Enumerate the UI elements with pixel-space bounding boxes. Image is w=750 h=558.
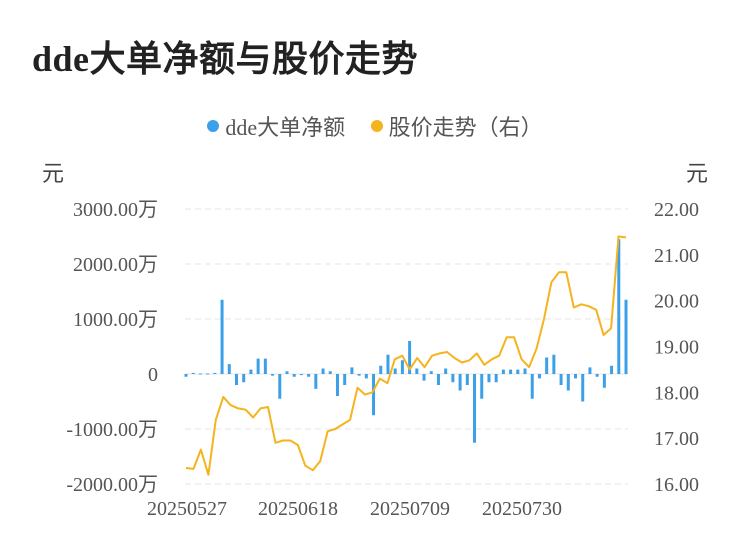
bar [444, 368, 448, 374]
bar [307, 374, 311, 377]
left-axis-unit: 元 [42, 161, 65, 186]
bar [581, 374, 585, 402]
bar [624, 299, 628, 374]
x-tick-label: 20250618 [258, 498, 338, 520]
legend-item-dde[interactable]: dde大单净额 [207, 110, 345, 142]
bar [285, 371, 289, 374]
x-tick-label: 20250709 [370, 498, 450, 520]
y-right-tick-label: 18.00 [654, 382, 699, 404]
y-right-tick-label: 16.00 [654, 474, 699, 496]
y-right-tick-label: 17.00 [654, 428, 699, 450]
bar [321, 368, 325, 374]
bar [480, 374, 484, 399]
bar [299, 374, 303, 376]
legend-dot-price [370, 120, 383, 132]
bar [234, 374, 238, 385]
bar [552, 354, 556, 374]
bar [595, 374, 599, 377]
bar [343, 374, 347, 385]
bar [379, 365, 383, 374]
bar [566, 374, 570, 391]
bar [574, 374, 578, 379]
bar [206, 373, 210, 375]
y-left-tick-label: 1000.00万 [73, 309, 158, 331]
bar [400, 360, 404, 374]
chart-title: dde大单净额与股价走势 [32, 39, 419, 79]
bar [191, 372, 195, 374]
bar [242, 374, 246, 383]
bar [213, 372, 217, 374]
bar [537, 374, 541, 379]
y-right-tick-label: 20.00 [654, 291, 699, 313]
bar [501, 369, 505, 374]
y-right-tick-label: 19.00 [654, 337, 699, 359]
bar [422, 374, 426, 381]
bar [415, 368, 419, 374]
legend-label-price: 股价走势（右） [388, 115, 543, 140]
bar [198, 373, 202, 375]
bar [314, 374, 318, 389]
bar [263, 358, 267, 374]
bar [530, 374, 534, 399]
bar [372, 374, 376, 416]
price-line [185, 235, 627, 476]
bar [292, 374, 296, 377]
bar [516, 369, 520, 374]
bar [335, 374, 339, 396]
bar [227, 364, 231, 374]
bar [451, 374, 455, 383]
legend-item-price[interactable]: 股价走势（右） [370, 110, 543, 142]
bar [588, 367, 592, 374]
bar [494, 374, 498, 383]
bar [408, 341, 412, 374]
x-tick-label: 20250527 [147, 498, 227, 520]
bar [509, 369, 513, 374]
bar [184, 374, 188, 377]
bar [357, 374, 361, 376]
y-left-tick-label: -2000.00万 [66, 474, 158, 496]
bar [523, 368, 527, 374]
legend-dot-dde [207, 120, 220, 132]
bar [465, 374, 469, 385]
bar [559, 374, 563, 385]
x-tick-label: 20250730 [482, 498, 562, 520]
bar [487, 374, 491, 383]
bar [473, 374, 477, 443]
bar [602, 374, 606, 388]
y-left-tick-label: -1000.00万 [66, 419, 158, 441]
bar [436, 374, 440, 385]
bar [278, 374, 282, 399]
bar [350, 367, 354, 374]
bar [249, 369, 253, 374]
y-right-tick-label: 21.00 [654, 245, 699, 267]
bar [328, 371, 332, 374]
bar [617, 239, 621, 374]
bar [458, 374, 462, 391]
bar [386, 354, 390, 374]
bar [256, 358, 260, 374]
legend: dde大单净额 股价走势（右） [0, 110, 750, 142]
bar [393, 368, 397, 374]
y-left-tick-label: 2000.00万 [73, 254, 158, 276]
bar [610, 365, 614, 374]
y-left-tick-label: 0 [148, 364, 158, 386]
y-right-tick-label: 22.00 [654, 199, 699, 221]
bar [545, 357, 549, 374]
bar [271, 374, 275, 376]
right-axis-unit: 元 [685, 161, 708, 186]
legend-label-dde: dde大单净额 [225, 115, 346, 140]
bar [429, 371, 433, 374]
y-left-tick-label: 3000.00万 [73, 199, 158, 221]
bar [220, 299, 224, 374]
bar [364, 374, 368, 379]
